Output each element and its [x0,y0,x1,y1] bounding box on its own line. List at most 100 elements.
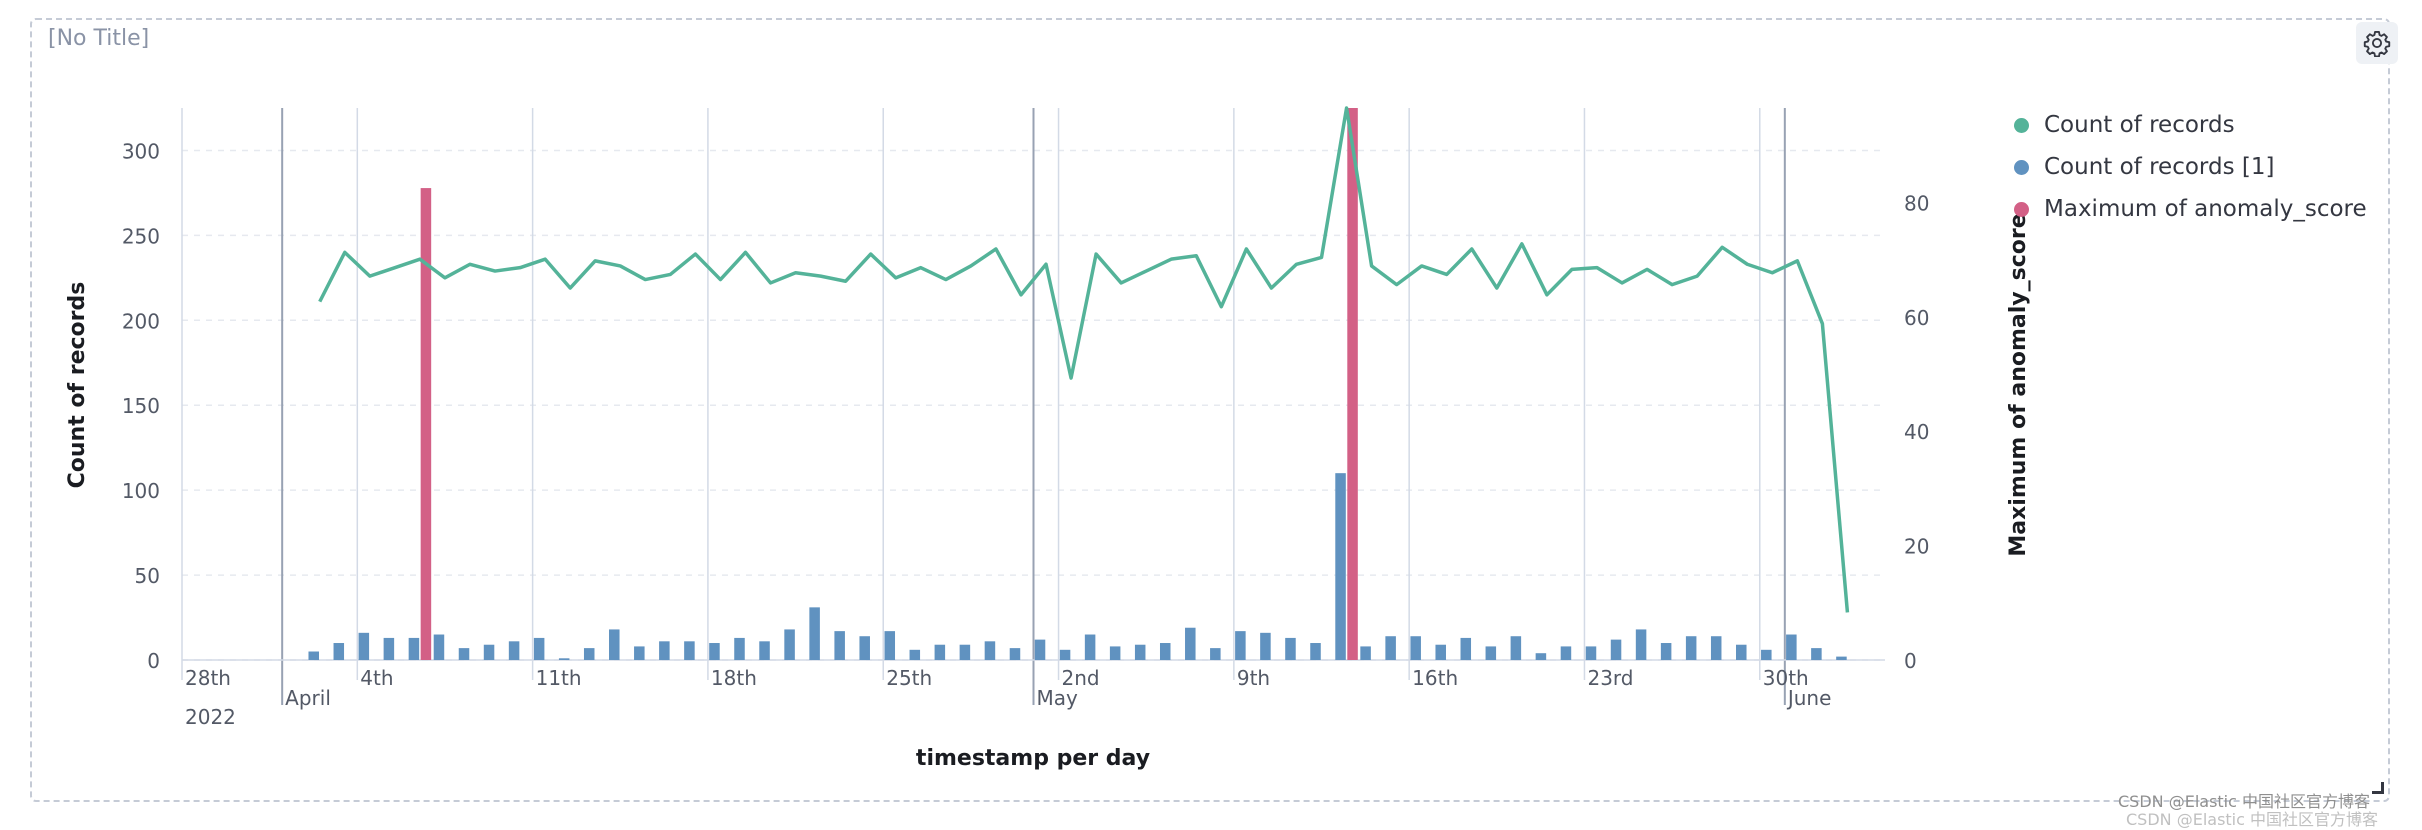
y-tick-label-right: 60 [1904,306,1929,330]
count-bar [1435,644,1446,660]
y-tick-label-left: 0 [147,649,160,673]
count-bar [1109,646,1121,660]
x-tick-label: 25th [886,666,932,690]
legend-item-count-of-records[interactable]: Count of records [2014,104,2367,146]
watermark: CSDN @Elastic 中国社区官方博客 [2118,792,2371,811]
line-layer [318,106,1850,613]
y-tick-label-right: 80 [1904,191,1929,215]
count-bar [1084,634,1096,660]
count-bar [1410,636,1421,660]
legend-swatch [2014,159,2029,175]
x-tick-sublabel: 2022 [185,705,236,729]
x-tick-sublabel: May [1037,686,1079,710]
count-bar [1735,644,1747,660]
x-tick-label: 2nd [1062,666,1100,690]
count-bar [909,649,921,660]
count-line [318,106,1850,613]
legend-swatch [2014,117,2029,133]
bar-layer [308,108,1847,661]
count-bar [1134,644,1146,660]
count-bar [1510,636,1522,660]
count-bar [1210,648,1221,660]
legend-label: Count of records [2044,112,2235,138]
legend-item-maximum-of-anomaly-score[interactable]: Maximum of anomaly_score [2014,188,2367,230]
count-bar [1535,653,1547,660]
y-tick-label-left: 300 [122,139,160,163]
x-tick-label: 18th [711,666,757,690]
axis-layer: 0 50 100 150 200 250 300 0 20 40 60 80 28th 2022 April… [122,139,1930,729]
y-tick-label-right: 20 [1904,535,1929,559]
count-bar [1761,649,1772,660]
x-tick-label: 28th [185,666,231,690]
count-bar [408,637,420,660]
grid-layer [181,108,1885,705]
count-bar [333,643,345,660]
count-bar [1185,627,1196,660]
count-bar [809,607,820,660]
y-tick-label-left: 50 [135,564,160,588]
count-bar [859,636,870,660]
legend: Count of records Count of records [1] Ma… [2014,104,2367,230]
count-bar [1560,646,1572,660]
count-bar [1460,637,1472,660]
y-tick-label-right: 0 [1904,649,1917,673]
x-tick-label: 30th [1763,666,1809,690]
count-bar [1710,636,1722,660]
anomaly-bar [1347,108,1358,660]
x-tick-label: 23rd [1587,666,1633,690]
count-bar [1009,648,1021,660]
count-bar [1811,648,1822,660]
legend-label: Count of records [1] [2044,154,2275,180]
y-axis-left-title: Count of records [65,282,90,489]
x-axis-title: timestamp per day [916,746,1150,771]
x-tick-label: 9th [1237,666,1270,690]
count-bar [659,641,670,660]
count-bar [508,641,520,660]
count-bar [1360,646,1371,660]
count-bar [1786,634,1797,660]
count-bar [1235,631,1246,660]
count-bar [884,631,896,660]
anomaly-bar [420,188,432,661]
count-bar [1610,639,1622,660]
count-bar [1335,473,1346,660]
x-tick-sublabel: June [1786,686,1832,710]
count-bar [834,631,845,660]
count-bar [1585,646,1597,660]
count-bar [1685,636,1697,660]
x-tick-label: 16th [1412,666,1458,690]
count-bar [458,648,470,660]
count-bar [583,648,595,660]
count-bar [934,644,946,660]
count-bar [959,644,971,660]
count-bar [558,658,570,660]
count-bar [1660,643,1672,660]
resize-handle[interactable] [2372,782,2384,794]
count-bar [533,637,545,660]
count-bar [734,637,745,660]
count-bar [1836,656,1847,660]
count-bar [1485,646,1497,660]
panel-settings-button[interactable] [2356,22,2398,64]
count-bar [1310,643,1321,660]
count-bar [984,641,996,660]
count-bar [709,643,720,660]
y-tick-label-left: 250 [122,224,160,248]
legend-label: Maximum of anomaly_score [2044,196,2367,222]
y-tick-label-left: 150 [122,394,160,418]
count-bar [1260,632,1271,660]
count-bar [1385,636,1396,660]
count-bar [609,629,620,660]
x-tick-label: 11th [536,666,582,690]
y-tick-label-left: 200 [122,309,160,333]
y-axis-right-title: Maximum of anomaly_score [2006,213,2031,556]
gear-icon [2363,30,2391,57]
count-bar [784,629,795,660]
x-tick-sublabel: April [285,686,331,710]
panel-title: [No Title] [48,26,150,51]
y-tick-label-right: 40 [1904,420,1929,444]
count-bar [1059,649,1071,660]
count-bar [433,634,445,660]
legend-item-count-of-records-1[interactable]: Count of records [1] [2014,146,2367,188]
